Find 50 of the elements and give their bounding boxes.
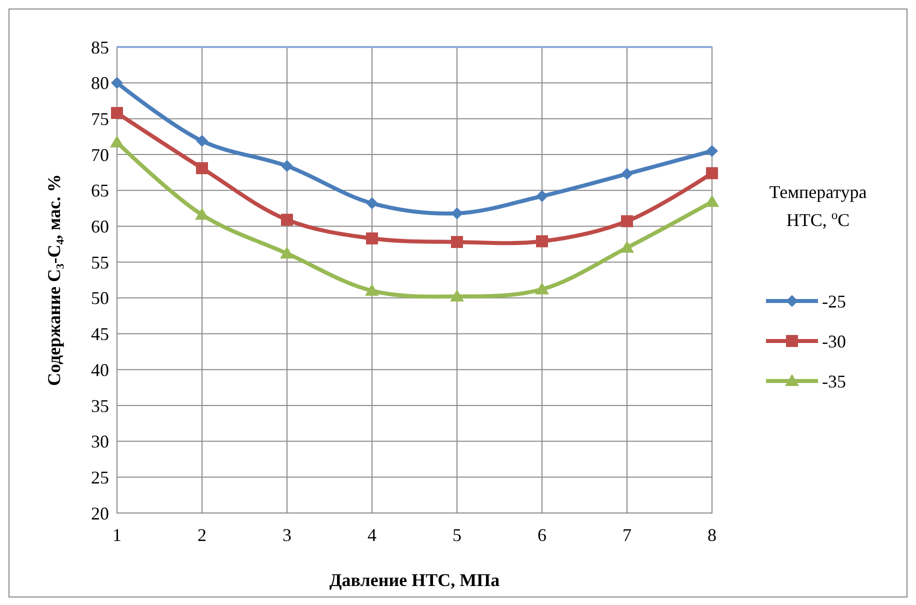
y-tick-label: 80 [91, 73, 109, 94]
x-axis-title: Давление НТС, МПа [329, 570, 500, 590]
x-tick-label: 2 [198, 525, 206, 545]
x-tick-label: 8 [708, 525, 716, 545]
point [111, 76, 123, 89]
legend-label: -35 [822, 371, 846, 392]
point [196, 134, 208, 147]
point [281, 160, 293, 172]
point [706, 144, 718, 157]
y-tick-label: 40 [91, 360, 109, 380]
point [621, 215, 633, 228]
point [535, 282, 549, 294]
legend-title: Температура НТС, $^{o}$C [769, 182, 867, 230]
x-tick-label: 7 [622, 525, 632, 545]
point [280, 246, 294, 258]
x-tick-label: 6 [538, 525, 546, 545]
point [365, 284, 379, 296]
legend-label: -30 [822, 331, 846, 352]
x-tick-label: 3 [282, 525, 292, 545]
point [621, 168, 633, 180]
y-tick-label: 75 [91, 108, 109, 129]
point [536, 235, 548, 248]
y-tick-label: 60 [91, 216, 109, 237]
point [450, 289, 464, 302]
y-tick-label: 35 [91, 396, 109, 416]
point [111, 106, 123, 119]
y-tick-label: 25 [91, 467, 109, 488]
point [620, 240, 634, 253]
legend-label: -25 [822, 291, 846, 312]
y-tick-label: 85 [91, 37, 109, 58]
y-tick-label: 20 [91, 503, 109, 524]
point [705, 194, 719, 207]
y-tick-label: 65 [91, 180, 109, 201]
point [366, 232, 378, 244]
y-tick-label: 45 [91, 324, 109, 344]
point [451, 236, 463, 248]
x-tick-label: 5 [452, 525, 462, 545]
point [366, 197, 378, 210]
y-tick-label: 30 [91, 432, 109, 452]
y-axis-title: Содержание C₃-C₄, мас. % [44, 174, 64, 386]
point [281, 214, 293, 226]
point [110, 135, 124, 148]
point [706, 167, 718, 180]
point [536, 190, 548, 202]
y-tick-label: 70 [91, 144, 109, 165]
y-tick-label: 55 [91, 252, 109, 272]
y-tick-label: 50 [91, 288, 109, 308]
x-tick-label: 1 [112, 525, 122, 545]
x-tick-label: 4 [368, 525, 376, 545]
point [196, 162, 208, 174]
